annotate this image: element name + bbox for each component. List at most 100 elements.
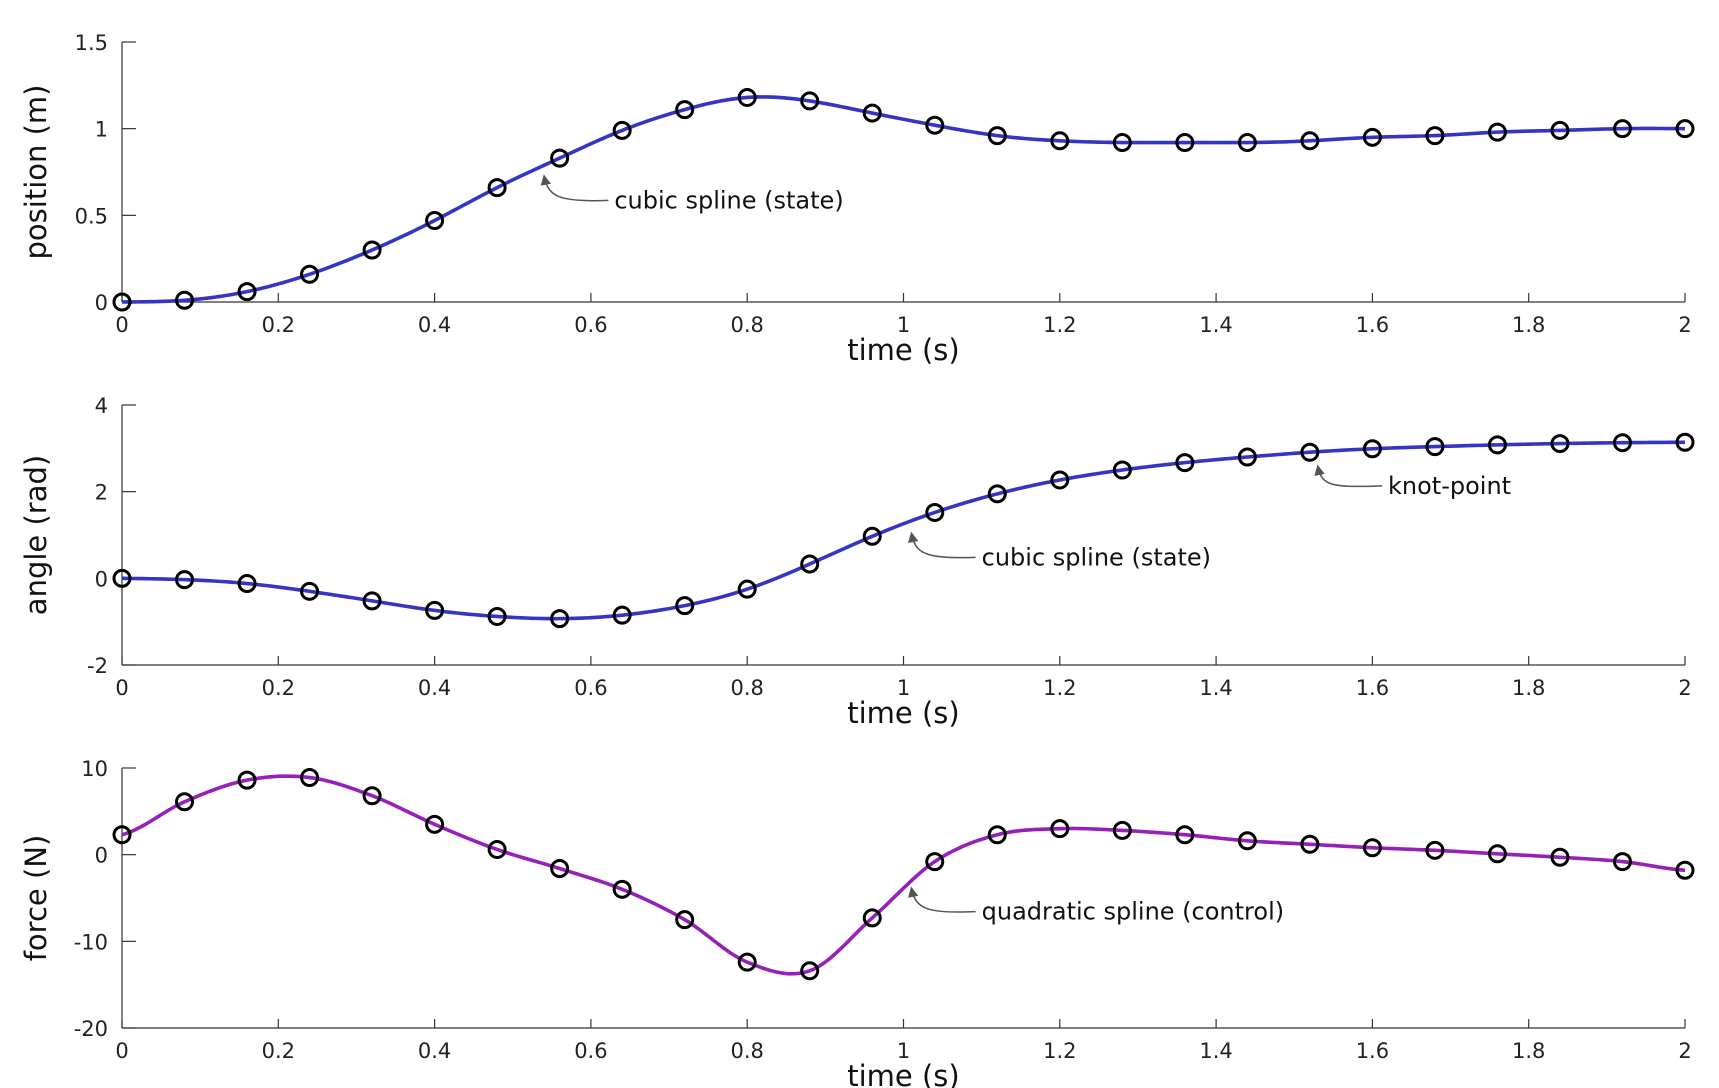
knot-point-marker — [1550, 434, 1570, 454]
chart-panel-1: 0 0.2 0.4 0.6 0.8 1 1.2 1.4 1.6 1.8 2 0 0.5 1 1.5 time … — [19, 31, 1695, 367]
knot-point-marker — [862, 908, 882, 928]
x-tick-label: 0.2 — [262, 1039, 295, 1063]
knot-point-marker — [1487, 844, 1507, 864]
knot-point-marker — [1175, 453, 1195, 473]
knot-point-marker — [1237, 447, 1257, 467]
knot-point-marker — [1675, 860, 1695, 880]
knot-point-marker — [987, 126, 1007, 146]
knot-point-marker — [737, 87, 757, 107]
knot-point-marker — [925, 502, 945, 522]
annotation-label: knot-point — [1388, 472, 1511, 500]
knot-point-marker — [237, 282, 257, 302]
knot-point-marker — [1612, 119, 1632, 139]
annotation-arrow — [1314, 464, 1383, 488]
y-tick-label: 1.5 — [75, 31, 108, 55]
knot-point-marker — [675, 100, 695, 120]
knot-point-marker — [425, 814, 445, 834]
knot-point-marker — [987, 825, 1007, 845]
knot-point-marker — [487, 178, 507, 198]
knot-point-marker — [1050, 470, 1070, 490]
knot-point-marker — [1050, 131, 1070, 151]
x-tick-label: 1.2 — [1043, 313, 1076, 337]
y-tick-label: -2 — [87, 654, 108, 678]
x-tick-label: 1.6 — [1356, 313, 1389, 337]
knot-point-marker — [675, 596, 695, 616]
x-tick-label: 0.6 — [574, 313, 607, 337]
x-tick-label: 1.8 — [1512, 313, 1545, 337]
x-axis-label: time (s) — [847, 333, 959, 367]
knot-point-marker — [1175, 133, 1195, 153]
y-tick-label: 4 — [95, 394, 108, 418]
knot-point-marker — [175, 290, 195, 310]
knot-point-marker — [237, 574, 257, 594]
knot-point-marker — [1112, 133, 1132, 153]
knot-point-marker — [862, 526, 882, 546]
knot-point-marker — [1612, 852, 1632, 872]
annotation-label: cubic spline (state) — [614, 186, 843, 214]
annotation-arrow — [908, 531, 976, 559]
knot-point-marker — [487, 839, 507, 859]
knot-point-marker — [1550, 120, 1570, 140]
knot-point-marker — [175, 570, 195, 590]
y-axis-label: angle (rad) — [19, 455, 53, 615]
knot-point-marker — [1112, 460, 1132, 480]
x-tick-label: 0.8 — [730, 1039, 763, 1063]
knot-point-marker — [612, 120, 632, 140]
knot-point-marker — [362, 240, 382, 260]
x-tick-label: 1.2 — [1043, 676, 1076, 700]
x-tick-label: 0.4 — [418, 1039, 451, 1063]
x-tick-label: 1.6 — [1356, 1039, 1389, 1063]
knot-point-marker — [1237, 133, 1257, 153]
knot-point-marker — [1425, 840, 1445, 860]
x-tick-label: 1 — [897, 1039, 910, 1063]
knot-point-marker — [800, 91, 820, 111]
x-tick-label: 1.8 — [1512, 676, 1545, 700]
knot-point-marker — [1487, 435, 1507, 455]
y-tick-label: -20 — [74, 1017, 108, 1041]
y-tick-label: 0 — [95, 567, 108, 591]
y-tick-label: 0 — [95, 844, 108, 868]
knot-point-marker — [550, 148, 570, 168]
x-tick-label: 0 — [115, 1039, 128, 1063]
knot-point-marker — [112, 292, 132, 312]
knot-point-marker — [925, 852, 945, 872]
x-tick-label: 0.2 — [262, 313, 295, 337]
knot-point-marker — [1425, 437, 1445, 457]
knot-point-marker — [112, 825, 132, 845]
x-tick-label: 2 — [1678, 1039, 1691, 1063]
knot-point-marker — [362, 786, 382, 806]
x-axis-label: time (s) — [847, 696, 959, 730]
knot-point-marker — [1550, 847, 1570, 867]
y-axis-label: position (m) — [19, 85, 53, 260]
x-tick-label: 1 — [897, 676, 910, 700]
x-tick-label: 0.6 — [574, 1039, 607, 1063]
knot-point-marker — [425, 600, 445, 620]
chart-panel-3: 0 0.2 0.4 0.6 0.8 1 1.2 1.4 1.6 1.8 2 -20 -10 0 10 time… — [19, 757, 1695, 1088]
x-tick-label: 1.4 — [1199, 1039, 1232, 1063]
knot-point-marker — [1425, 126, 1445, 146]
x-tick-label: 0.4 — [418, 313, 451, 337]
series-line — [121, 774, 1686, 976]
x-tick-label: 0.8 — [730, 313, 763, 337]
x-tick-label: 0.4 — [418, 676, 451, 700]
x-tick-label: 0 — [115, 313, 128, 337]
knot-point-marker — [300, 264, 320, 284]
knot-point-marker — [1175, 825, 1195, 845]
knot-point-marker — [1362, 127, 1382, 147]
knot-point-marker — [1487, 122, 1507, 142]
chart-panel-2: 0 0.2 0.4 0.6 0.8 1 1.2 1.4 1.6 1.8 2 -2 0 2 4 time (s)… — [19, 394, 1695, 730]
y-tick-label: 0 — [95, 291, 108, 315]
x-tick-label: 2 — [1678, 313, 1691, 337]
knot-point-marker — [362, 591, 382, 611]
series-line — [121, 95, 1686, 304]
knot-point-marker — [1675, 119, 1695, 139]
knot-point-marker — [1112, 820, 1132, 840]
knot-point-marker — [300, 581, 320, 601]
knot-point-marker — [1300, 834, 1320, 854]
knot-point-marker — [550, 859, 570, 879]
x-tick-label: 1.4 — [1199, 676, 1232, 700]
knot-point-marker — [800, 554, 820, 574]
annotation-label: cubic spline (state) — [982, 543, 1211, 571]
knot-point-marker — [300, 768, 320, 788]
